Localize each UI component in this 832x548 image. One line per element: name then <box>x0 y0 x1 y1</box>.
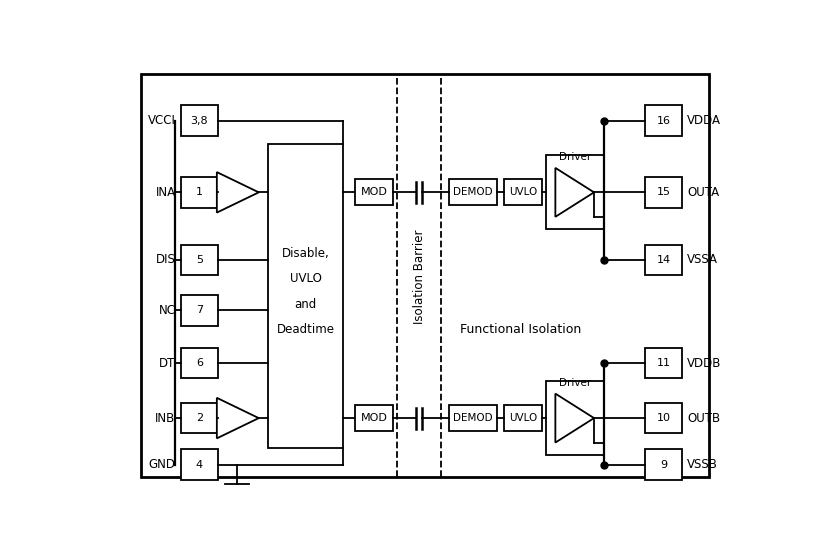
Text: 9: 9 <box>660 460 667 470</box>
Text: 6: 6 <box>196 358 203 368</box>
Bar <box>181 295 218 326</box>
Bar <box>546 156 604 229</box>
Text: 7: 7 <box>196 305 203 316</box>
Text: MOD: MOD <box>361 413 388 423</box>
Text: MOD: MOD <box>361 187 388 197</box>
Text: Isolation Barrier: Isolation Barrier <box>413 230 426 324</box>
Text: UVLO: UVLO <box>290 272 321 286</box>
Text: DIS: DIS <box>156 253 176 266</box>
Text: 15: 15 <box>656 187 671 197</box>
Text: DEMOD: DEMOD <box>453 187 493 197</box>
Bar <box>441 285 601 374</box>
Bar <box>181 244 218 275</box>
Text: 14: 14 <box>656 255 671 265</box>
Bar <box>645 403 682 433</box>
Text: Functional Isolation: Functional Isolation <box>460 323 582 336</box>
Bar <box>181 177 218 208</box>
Bar <box>449 179 498 206</box>
Text: VDDA: VDDA <box>687 114 721 127</box>
Text: VDDB: VDDB <box>687 357 721 370</box>
Bar <box>645 449 682 480</box>
Text: INA: INA <box>156 186 176 199</box>
Text: DEMOD: DEMOD <box>453 413 493 423</box>
Bar <box>355 405 393 431</box>
Text: OUTB: OUTB <box>687 412 720 425</box>
Bar <box>449 405 498 431</box>
Bar <box>504 405 542 431</box>
Text: DT: DT <box>159 357 176 370</box>
Text: 4: 4 <box>196 460 203 470</box>
Polygon shape <box>556 393 594 443</box>
Bar <box>398 74 441 477</box>
Text: Driver: Driver <box>558 378 591 388</box>
Text: Deadtime: Deadtime <box>276 323 334 336</box>
Text: 11: 11 <box>656 358 671 368</box>
Bar <box>181 449 218 480</box>
Text: 1: 1 <box>196 187 203 197</box>
Text: Driver: Driver <box>558 152 591 162</box>
Text: 5: 5 <box>196 255 203 265</box>
Bar <box>181 403 218 433</box>
Text: VSSA: VSSA <box>687 253 718 266</box>
Polygon shape <box>217 172 259 213</box>
Text: 3,8: 3,8 <box>191 116 208 125</box>
Polygon shape <box>217 398 259 438</box>
Bar <box>269 144 343 448</box>
Text: 10: 10 <box>656 413 671 423</box>
Text: INB: INB <box>156 412 176 425</box>
Bar <box>645 105 682 136</box>
Text: 2: 2 <box>196 413 203 423</box>
Text: 16: 16 <box>656 116 671 125</box>
Text: GND: GND <box>149 458 176 471</box>
Text: Disable,: Disable, <box>281 247 329 260</box>
Text: UVLO: UVLO <box>509 413 537 423</box>
Bar <box>546 381 604 455</box>
Text: and: and <box>295 298 317 311</box>
Text: NC: NC <box>159 304 176 317</box>
Text: OUTA: OUTA <box>687 186 719 199</box>
Bar <box>645 348 682 379</box>
Bar <box>645 244 682 275</box>
Text: UVLO: UVLO <box>509 187 537 197</box>
Polygon shape <box>556 168 594 217</box>
Text: VSSB: VSSB <box>687 458 718 471</box>
Bar <box>645 177 682 208</box>
Bar <box>181 348 218 379</box>
Bar <box>141 74 709 477</box>
Bar <box>355 179 393 206</box>
Bar <box>504 179 542 206</box>
Text: VCCI: VCCI <box>148 114 176 127</box>
Bar <box>181 105 218 136</box>
